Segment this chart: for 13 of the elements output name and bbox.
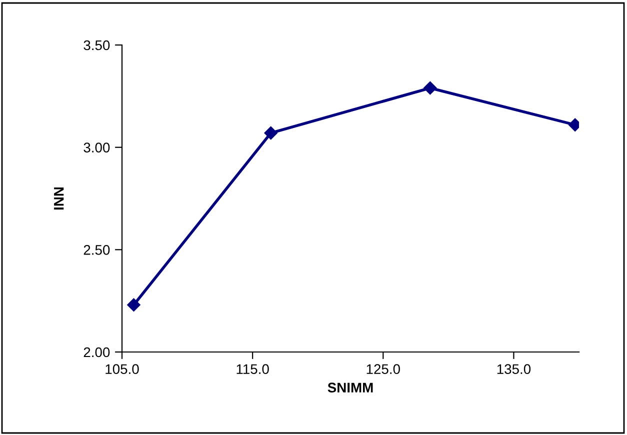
- y-tick-label: 2.00: [84, 347, 110, 358]
- x-tick-label: 135.0: [497, 364, 531, 374]
- x-tick-label: 125.0: [366, 364, 400, 374]
- y-tick-label: 3.00: [84, 142, 110, 153]
- y-tick-label: 2.50: [84, 245, 110, 255]
- point: [127, 298, 140, 312]
- y-tick-label: 3.50: [84, 40, 110, 50]
- x-tick-label: 105.0: [106, 364, 139, 374]
- x-axis-title: SNIMM: [328, 382, 373, 393]
- point: [424, 81, 437, 95]
- x-tick-label: 115.0: [236, 364, 269, 374]
- point: [264, 126, 278, 140]
- y-axis-title: INN: [54, 187, 64, 210]
